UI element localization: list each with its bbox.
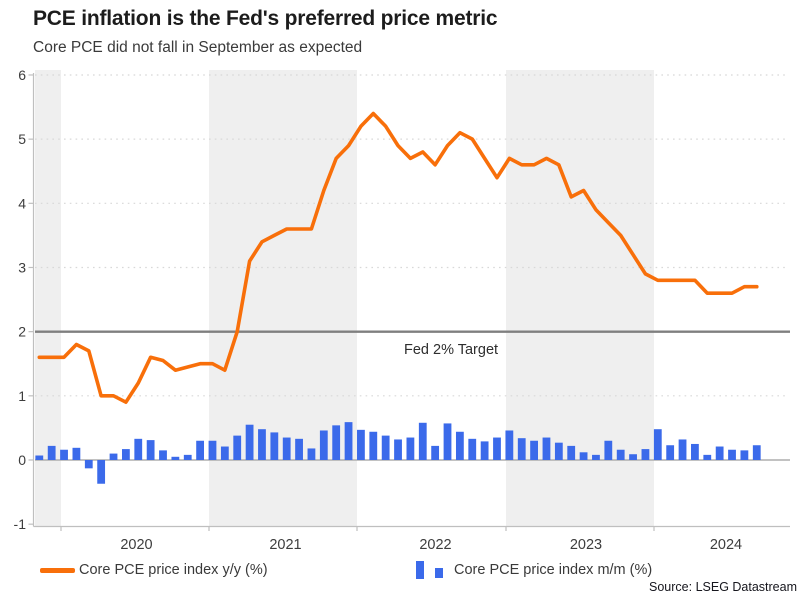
y-tick-label: 5 xyxy=(18,131,26,147)
y-tick-label: -1 xyxy=(14,516,27,532)
source-credit: Source: LSEG Datastream xyxy=(649,580,797,594)
x-year-label: 2023 xyxy=(570,537,602,553)
axes: 6 5 4 3 2 1 0 -1 2020 2021 2022 2023 2024 xyxy=(14,67,790,553)
yy-line-series xyxy=(37,111,759,404)
y-tick-label: 2 xyxy=(18,324,26,340)
year-bands xyxy=(35,70,654,527)
x-year-label: 2020 xyxy=(120,537,152,553)
blue-bar-small-swatch-icon xyxy=(435,568,443,578)
y-tick-label: 4 xyxy=(18,195,26,211)
y-tick-label: 6 xyxy=(18,67,26,83)
x-year-label: 2024 xyxy=(710,537,742,553)
mm-bar-series xyxy=(35,422,761,484)
y-tick-label: 0 xyxy=(18,452,26,468)
y-tick-label: 3 xyxy=(18,259,26,275)
legend-label: Core PCE price index y/y (%) xyxy=(79,562,268,578)
chart-title: PCE inflation is the Fed's preferred pri… xyxy=(33,7,498,30)
chart-subtitle: Core PCE did not fall in September as ex… xyxy=(33,39,363,56)
x-year-label: 2022 xyxy=(419,537,451,553)
legend-label: Core PCE price index m/m (%) xyxy=(454,562,653,578)
x-year-label: 2021 xyxy=(269,537,301,553)
fed-target-annotation: Fed 2% Target xyxy=(404,342,499,358)
y-tick-label: 1 xyxy=(18,388,26,404)
orange-line-swatch-icon xyxy=(40,568,75,573)
blue-bar-swatch-icon xyxy=(416,561,424,579)
